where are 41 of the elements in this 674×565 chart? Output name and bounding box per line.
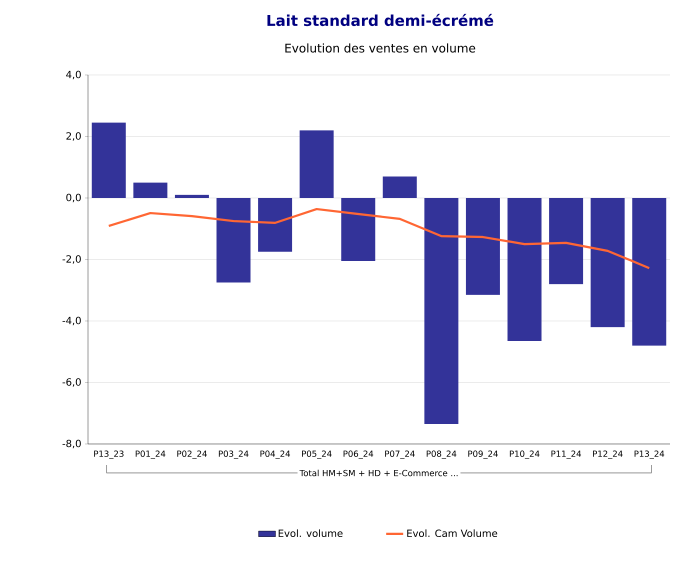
x-tick-label: P02_24 <box>177 450 207 459</box>
y-tick-label: -6,0 <box>62 378 81 387</box>
y-tick-label: 0,0 <box>66 194 81 202</box>
legend-label: Evol. Cam Volume <box>407 529 498 538</box>
bar <box>300 130 334 198</box>
chart-title: Lait standard demi-écrémé <box>267 14 494 26</box>
x-tick-label: P03_24 <box>218 450 248 459</box>
bar <box>133 182 168 198</box>
line-series <box>108 208 650 270</box>
x-tick-label: P07_24 <box>385 450 415 459</box>
y-tick-label: 2,0 <box>66 132 81 141</box>
x-tick-label: P04_24 <box>260 450 290 459</box>
x-tick-label: P01_24 <box>136 450 166 459</box>
bar <box>549 198 584 284</box>
x-tick-label: P13_24 <box>634 450 664 459</box>
bar <box>258 198 292 252</box>
bar <box>92 122 126 198</box>
y-tick-label: -8,0 <box>62 440 81 448</box>
bar <box>466 198 500 295</box>
x-tick-label: P05_24 <box>302 450 332 459</box>
bar <box>424 198 458 424</box>
x-tick-label: P10_24 <box>510 450 540 459</box>
bar <box>632 198 666 346</box>
y-tick-label: -4,0 <box>62 316 81 326</box>
x-tick-label: P13_23 <box>94 450 124 459</box>
bar <box>382 176 417 198</box>
chart-subtitle: Evolution des ventes en volume <box>285 43 476 53</box>
x-axis-title: Total HM+SM + HD + E-Commerce ... <box>300 470 458 476</box>
bar <box>174 194 209 198</box>
bar <box>216 198 251 283</box>
x-tick-label: P12_24 <box>593 450 623 459</box>
x-tick-label: P11_24 <box>551 450 582 459</box>
bar <box>590 198 625 328</box>
legend-label: Evol. volume <box>278 529 343 538</box>
bar <box>341 198 376 262</box>
x-tick-label: P09_24 <box>468 450 498 459</box>
x-tick-label: P06_24 <box>344 450 374 459</box>
y-tick-label: -2,0 <box>62 255 81 264</box>
x-tick-label: P08_24 <box>426 450 456 459</box>
bar <box>508 198 542 341</box>
y-tick-label: 4,0 <box>66 70 81 80</box>
